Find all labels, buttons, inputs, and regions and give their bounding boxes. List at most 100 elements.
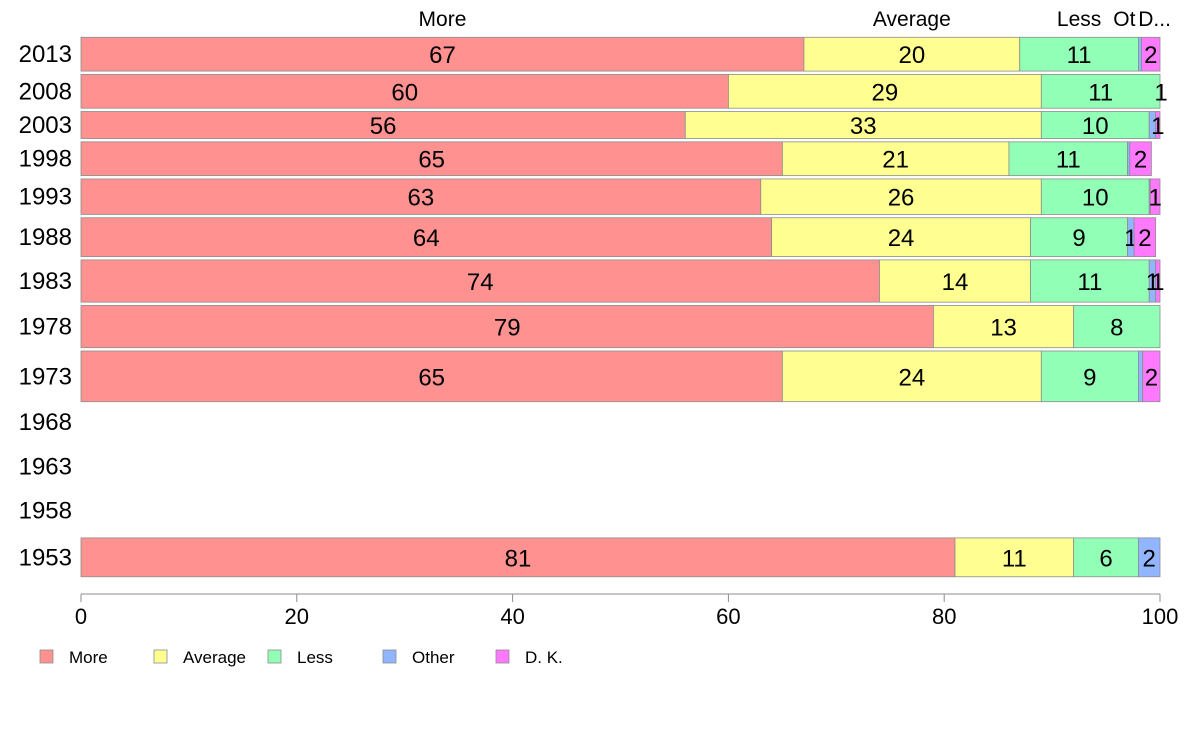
bar-segment bbox=[80, 178, 762, 215]
y-tick-label: 1973 bbox=[19, 363, 72, 390]
top-series-labels: More Average Less Ot D... bbox=[419, 8, 1171, 31]
bar-segment bbox=[760, 178, 1042, 215]
bar-segment bbox=[80, 217, 772, 257]
bar-segment bbox=[80, 305, 934, 349]
data-label: 33 bbox=[850, 113, 877, 140]
data-label: 65 bbox=[418, 364, 445, 391]
data-label: 24 bbox=[888, 225, 915, 252]
data-label: 11 bbox=[1088, 79, 1113, 106]
bar-segment bbox=[1040, 111, 1150, 139]
bar-segment bbox=[1008, 141, 1129, 177]
series-top-label: Average bbox=[873, 8, 951, 31]
data-label: 9 bbox=[1072, 225, 1085, 252]
series-top-label: Ot bbox=[1113, 8, 1135, 31]
legend-swatch bbox=[39, 649, 54, 664]
data-label: 56 bbox=[370, 113, 397, 140]
y-tick-label: 1998 bbox=[19, 146, 72, 173]
data-label: 14 bbox=[942, 269, 969, 296]
y-tick-label: 1963 bbox=[19, 453, 72, 480]
bar-segment bbox=[1149, 178, 1161, 215]
data-label: 10 bbox=[1082, 185, 1109, 212]
bar-segment bbox=[1138, 537, 1161, 578]
data-label: 1 bbox=[1148, 185, 1161, 212]
y-axis-labels: 2013 2008 2003 1998 1993 1988 1983 1978 1973 1968… bbox=[19, 41, 72, 571]
bars-group: 67 20 11 260 29 11 156 33 10 165 21 11 263 26 10 164 24 9… bbox=[80, 36, 1168, 578]
x-tick-label: 20 bbox=[285, 604, 309, 629]
x-tick-label: 60 bbox=[716, 604, 740, 629]
data-label: 65 bbox=[418, 147, 445, 174]
bar-segment bbox=[1155, 111, 1161, 139]
series-top-label: Less bbox=[1057, 8, 1101, 31]
bar-segment bbox=[1030, 259, 1150, 303]
bar-segment bbox=[1155, 259, 1161, 303]
legend-label: Average bbox=[183, 648, 246, 667]
bar-segment bbox=[954, 537, 1075, 578]
data-label: 11 bbox=[1056, 147, 1081, 174]
legend-swatch bbox=[153, 649, 168, 664]
bar-segment bbox=[771, 217, 1031, 257]
bar-segment bbox=[1129, 141, 1152, 177]
data-label: 81 bbox=[505, 545, 532, 572]
legend-label: D. K. bbox=[525, 648, 563, 667]
bar-segment bbox=[803, 36, 1021, 72]
bar-segment bbox=[1073, 305, 1161, 349]
y-tick-label: 1983 bbox=[19, 268, 72, 295]
bar-segment bbox=[80, 537, 956, 578]
data-label: 24 bbox=[898, 364, 925, 391]
bar-segment bbox=[1040, 74, 1161, 109]
data-label: 79 bbox=[494, 315, 521, 342]
data-label: 1 bbox=[1154, 79, 1167, 106]
series-top-label: D... bbox=[1138, 8, 1171, 31]
data-label: 63 bbox=[408, 185, 435, 212]
data-label: 11 bbox=[1002, 545, 1027, 572]
y-tick-label: 1993 bbox=[19, 184, 72, 211]
x-tick-label: 40 bbox=[500, 604, 524, 629]
bar-segment bbox=[80, 111, 686, 139]
data-label: 26 bbox=[888, 185, 915, 212]
bar-segment bbox=[781, 141, 1010, 177]
data-label: 29 bbox=[872, 79, 899, 106]
y-tick-label: 1968 bbox=[19, 409, 72, 436]
x-tick-label: 100 bbox=[1142, 604, 1179, 629]
y-tick-label: 1978 bbox=[19, 314, 72, 341]
bar-segment bbox=[1133, 217, 1157, 257]
data-label: 60 bbox=[391, 79, 418, 106]
bar-segment bbox=[879, 259, 1031, 303]
bar-segment bbox=[1142, 350, 1161, 403]
series-top-label: More bbox=[419, 8, 467, 31]
x-tick-label: 0 bbox=[75, 604, 87, 629]
data-label: 2 bbox=[1134, 147, 1147, 174]
data-label: 8 bbox=[1110, 315, 1123, 342]
legend-swatch bbox=[495, 649, 510, 664]
y-tick-label: 2013 bbox=[19, 41, 72, 68]
bar-segment bbox=[1138, 350, 1144, 403]
y-tick-label: 2003 bbox=[19, 112, 72, 139]
legend-label: Less bbox=[297, 648, 333, 667]
x-axis: 0 20 40 60 80 100 bbox=[75, 593, 1179, 629]
data-label: 1 bbox=[1151, 269, 1164, 296]
data-label: 20 bbox=[898, 42, 925, 69]
y-tick-label: 1958 bbox=[19, 498, 72, 525]
bar-segment bbox=[684, 111, 1042, 139]
legend-swatch bbox=[267, 649, 282, 664]
x-tick-label: 80 bbox=[932, 604, 956, 629]
bar-segment bbox=[1040, 350, 1139, 403]
legend-label: More bbox=[69, 648, 108, 667]
bar-segment bbox=[80, 141, 783, 177]
data-label: 74 bbox=[467, 269, 494, 296]
data-label: 11 bbox=[1077, 269, 1102, 296]
data-label: 2 bbox=[1138, 225, 1151, 252]
data-label: 13 bbox=[990, 315, 1017, 342]
bar-segment bbox=[80, 36, 805, 72]
bar-segment bbox=[1141, 36, 1161, 72]
legend-label: Other bbox=[412, 648, 455, 667]
y-tick-label: 1988 bbox=[19, 224, 72, 251]
bar-segment bbox=[781, 350, 1042, 403]
bar-segment bbox=[1073, 537, 1139, 578]
y-tick-label: 1953 bbox=[19, 544, 72, 571]
legend: More Average Less Other D. K. bbox=[39, 648, 563, 667]
data-label: 2 bbox=[1145, 364, 1158, 391]
data-label: 11 bbox=[1067, 42, 1092, 69]
bar-segment bbox=[1040, 178, 1150, 215]
bar-segment bbox=[1138, 36, 1143, 72]
